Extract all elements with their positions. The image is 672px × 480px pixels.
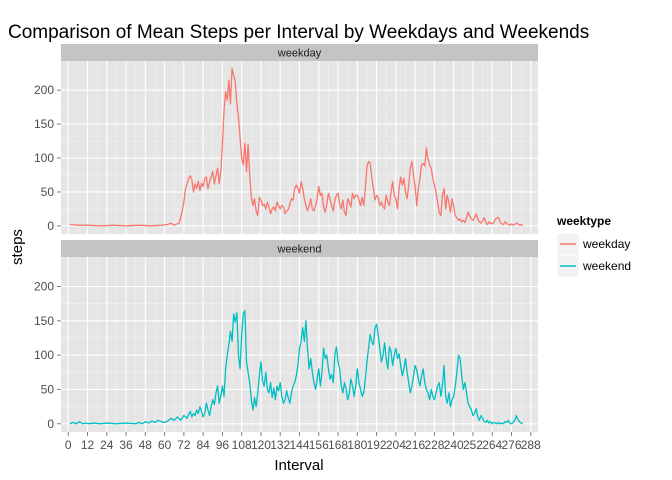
legend-entry-weekday: weekday [556, 232, 630, 256]
y-tick-label: 50 [41, 185, 55, 199]
y-tick-label: 100 [34, 151, 54, 165]
x-tick-label: 288 [521, 438, 541, 452]
x-tick-label: 72 [177, 438, 191, 452]
x-tick-label: 204 [386, 438, 406, 452]
x-tick-label: 84 [196, 438, 210, 452]
x-tick-label: 264 [482, 438, 502, 452]
facet-strip [61, 44, 538, 61]
x-tick-label: 60 [158, 438, 172, 452]
y-tick-label: 0 [47, 219, 54, 233]
x-tick-label: 216 [405, 438, 425, 452]
legend-entry-weekend: weekend [556, 254, 631, 278]
x-tick-label: 144 [289, 438, 309, 452]
y-tick-label: 100 [34, 348, 54, 362]
x-tick-label: 240 [444, 438, 464, 452]
y-tick-label: 200 [34, 280, 54, 294]
series-line-weekday [69, 67, 524, 227]
y-tick-label: 150 [34, 314, 54, 328]
x-tick-label: 108 [232, 438, 252, 452]
x-tick-label: 132 [270, 438, 290, 452]
x-tick-label: 120 [251, 438, 271, 452]
facet-strip-label: weekday [277, 48, 322, 60]
y-tick-label: 0 [47, 417, 54, 431]
chart-title: Comparison of Mean Steps per Interval by… [8, 22, 589, 43]
x-tick-label: 156 [309, 438, 329, 452]
x-tick-label: 252 [463, 438, 483, 452]
x-tick-label: 36 [119, 438, 133, 452]
x-tick-label: 192 [367, 438, 387, 452]
facet-strip-label: weekend [276, 244, 321, 256]
legend-title: weektype [556, 214, 611, 228]
x-tick-label: 48 [139, 438, 153, 452]
x-tick-label: 276 [501, 438, 521, 452]
legend-label: weekday [582, 237, 630, 251]
series-line-weekend [69, 309, 523, 425]
y-axis-label: steps [9, 229, 26, 265]
legend-label: weekend [582, 259, 631, 273]
y-tick-label: 50 [41, 382, 55, 396]
y-tick-label: 150 [34, 117, 54, 131]
facet-panel-weekday: weekday 0 50 100 150 200 [34, 44, 538, 234]
x-tick-label: 24 [100, 438, 114, 452]
x-tick-label: 96 [216, 438, 230, 452]
legend: weektype weekday weekend [556, 214, 631, 278]
y-tick-label: 200 [34, 83, 54, 97]
x-tick-label: 12 [81, 438, 95, 452]
facet-strip [61, 240, 538, 257]
x-tick-label: 0 [65, 438, 72, 452]
x-tick-label: 228 [424, 438, 444, 452]
x-axis-label: Interval [274, 457, 323, 474]
x-tick-label: 168 [328, 438, 348, 452]
x-tick-label: 180 [347, 438, 367, 452]
